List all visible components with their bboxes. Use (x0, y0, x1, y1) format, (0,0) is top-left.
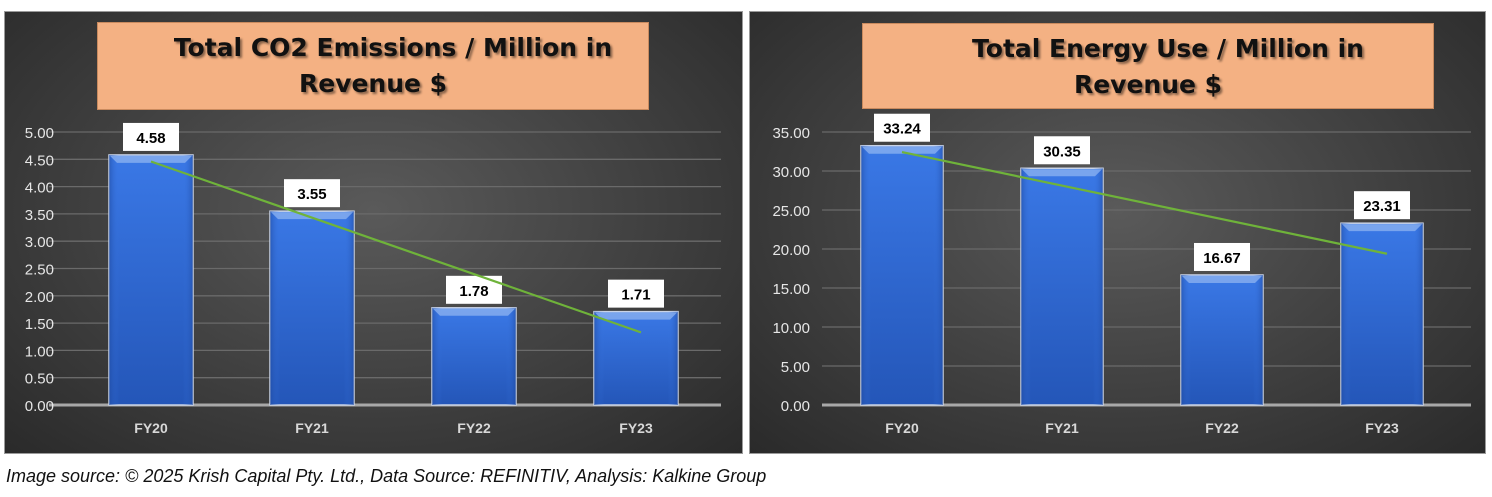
y-tick-label: 3.00 (25, 234, 54, 251)
bar-shade (432, 307, 516, 405)
data-label-box (123, 122, 179, 151)
co2-chart-panel: Total CO2 Emissions / Million in Revenue… (4, 11, 743, 454)
chart-title-line1: Total Energy Use / Million in (972, 34, 1364, 63)
bar-bevel (110, 155, 192, 163)
x-category-label: FY20 (134, 420, 168, 436)
data-label-box (874, 113, 930, 142)
bar-bevel (862, 146, 942, 154)
bar-shade (1021, 168, 1103, 405)
y-tick-label: 0.50 (25, 371, 54, 388)
bar-bevel (1342, 224, 1422, 232)
energy-bar-chart: 0.00 5.00 10.00 15.00 20.00 25.00 30.00 35.00 33… (772, 113, 1471, 436)
x-category-label: FY20 (885, 420, 919, 436)
bar-bevel (433, 308, 515, 316)
chart-title-line2: Revenue $ (298, 69, 448, 98)
x-category-label: FY23 (1365, 420, 1399, 436)
bar-bevel (1022, 169, 1102, 177)
bar-fy20 (108, 154, 194, 406)
data-label: 23.31 (1363, 198, 1401, 215)
bar-shade (594, 311, 678, 405)
bar-bevel (595, 312, 677, 320)
data-label: 1.78 (459, 283, 488, 300)
bar-fy22 (431, 307, 517, 406)
data-label-box (1034, 136, 1090, 165)
y-tick-label: 2.00 (25, 289, 54, 306)
data-label: 3.55 (297, 186, 326, 203)
data-label: 16.67 (1203, 250, 1241, 267)
bar-fy21 (1020, 167, 1104, 406)
y-tick-label: 0.00 (25, 398, 54, 415)
y-tick-label: 0.00 (781, 398, 810, 415)
chart-title: Total Energy Use / Million in Revenue $ (862, 23, 1434, 109)
bar-shade (861, 145, 943, 405)
bar-shade (109, 154, 193, 405)
y-tick-label: 1.00 (25, 343, 54, 360)
image-source-caption: Image source: © 2025 Krish Capital Pty. … (6, 466, 767, 486)
y-tick-label: 1.50 (25, 316, 54, 333)
data-label-box (1354, 191, 1410, 220)
data-label-box (608, 279, 664, 308)
y-tick-label: 5.00 (25, 125, 54, 142)
x-category-label: FY21 (295, 420, 329, 436)
data-label: 33.24 (883, 121, 921, 138)
y-tick-label: 20.00 (772, 242, 810, 259)
y-tick-label: 15.00 (772, 281, 810, 298)
bar-fy23 (1340, 222, 1424, 406)
data-label-box (1194, 242, 1250, 271)
chart-title-line2: Revenue $ (1073, 70, 1223, 99)
y-tick-label: 5.00 (781, 359, 810, 376)
trendline (901, 150, 1388, 255)
x-category-label: FY22 (457, 420, 491, 436)
y-tick-label: 4.50 (25, 152, 54, 169)
y-tick-label: 2.50 (25, 262, 54, 279)
y-tick-label: 30.00 (772, 164, 810, 181)
x-category-label: FY22 (1205, 420, 1239, 436)
data-label-box (284, 179, 340, 208)
bar-shade (270, 211, 354, 405)
trendline (150, 160, 642, 334)
data-label: 30.35 (1043, 143, 1081, 160)
co2-bar-chart: 0.00 0.50 1.00 1.50 2.00 2.50 3.00 3.50 4.00 4.50… (25, 122, 721, 436)
chart-title: Total CO2 Emissions / Million in Revenue… (97, 22, 649, 110)
x-category-label: FY21 (1045, 420, 1079, 436)
y-tick-label: 25.00 (772, 203, 810, 220)
energy-chart-panel: Total Energy Use / Million in Revenue $ … (749, 11, 1486, 454)
y-tick-label: 10.00 (772, 320, 810, 337)
bar-shade (1341, 223, 1423, 405)
data-label: 4.58 (136, 130, 165, 147)
bar-shade (1181, 274, 1263, 405)
bar-fy20 (860, 144, 944, 406)
bar-fy21 (269, 210, 355, 406)
y-tick-label: 35.00 (772, 125, 810, 142)
bar-fy23 (593, 310, 679, 406)
data-label: 1.71 (621, 287, 650, 304)
bar-bevel (1182, 275, 1262, 283)
x-category-label: FY23 (619, 420, 653, 436)
bar-bevel (271, 212, 353, 220)
chart-title-line1: Total CO2 Emissions / Million in (173, 33, 613, 62)
bar-fy22 (1180, 274, 1264, 406)
y-tick-label: 3.50 (25, 207, 54, 224)
y-tick-label: 4.00 (25, 180, 54, 197)
